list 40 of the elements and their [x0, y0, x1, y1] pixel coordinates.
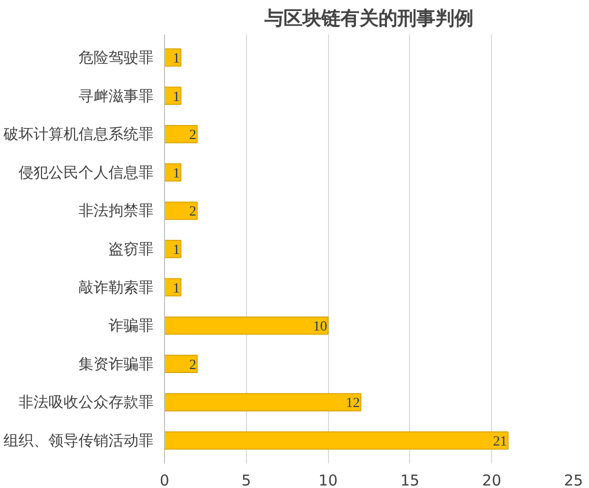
data-label: 2 — [189, 358, 196, 373]
x-tick-label: 15 — [400, 472, 420, 488]
y-tick-label: 危险驾驶罪 — [78, 48, 154, 66]
x-tick-label: 5 — [242, 472, 252, 488]
x-tick-label: 10 — [318, 472, 338, 488]
y-tick-label: 寻衅滋事罪 — [78, 86, 154, 105]
data-label: 1 — [172, 281, 180, 296]
bar — [164, 48, 182, 67]
data-label: 12 — [346, 396, 360, 412]
bar — [164, 240, 182, 258]
y-tick-label: 组织、领导传销活动罪 — [4, 432, 154, 450]
data-label: 1 — [172, 51, 180, 66]
bar — [164, 124, 198, 144]
x-tick-label: 25 — [564, 472, 584, 488]
bar — [164, 354, 198, 374]
data-label: 21 — [493, 434, 508, 450]
y-tick-label: 盗窃罪 — [108, 240, 154, 258]
bar — [164, 278, 182, 296]
y-tick-label: 敲诈勒索罪 — [78, 278, 154, 296]
data-label: 1 — [172, 90, 180, 105]
bar — [164, 316, 329, 335]
bar — [164, 393, 362, 412]
x-tick-label: 0 — [160, 472, 170, 488]
y-tick-label: 侵犯公民个人信息罪 — [18, 163, 154, 182]
y-tick-label: 诈骗罪 — [108, 316, 154, 335]
data-label: 1 — [172, 243, 180, 258]
bar — [164, 163, 182, 182]
bar — [164, 86, 182, 105]
bar — [164, 431, 509, 450]
y-tick-label: 非法拘禁罪 — [78, 202, 154, 220]
data-label: 2 — [189, 204, 196, 220]
x-tick-label: 20 — [482, 472, 502, 488]
chart-title: 与区块链有关的刑事判例 — [264, 8, 474, 30]
data-label: 1 — [172, 166, 180, 182]
data-label: 2 — [189, 128, 196, 144]
y-tick-label: 集资诈骗罪 — [78, 354, 154, 373]
y-tick-label: 非法吸收公众存款罪 — [18, 393, 154, 412]
y-tick-label: 破坏计算机信息系统罪 — [2, 125, 154, 144]
bar — [164, 202, 198, 220]
data-label: 10 — [313, 320, 328, 335]
